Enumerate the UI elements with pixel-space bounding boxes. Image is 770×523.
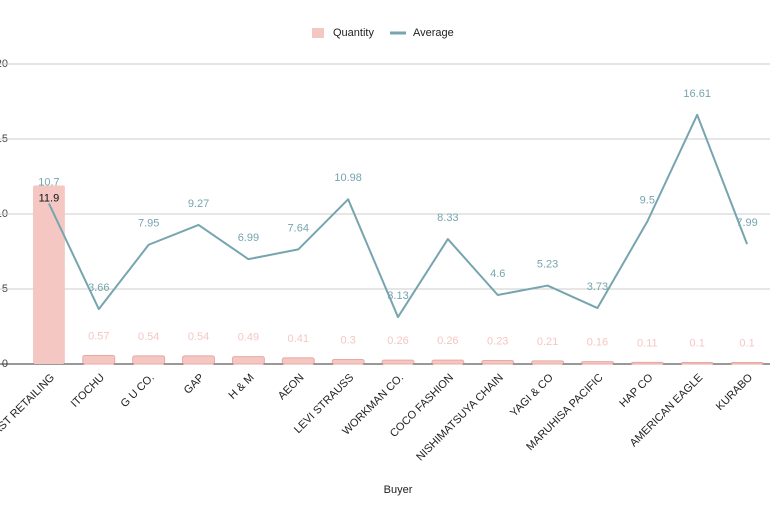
bar (381, 359, 415, 365)
bar (231, 356, 265, 365)
bar (431, 359, 465, 365)
data-label: 0.57 (88, 330, 109, 342)
data-label: 11.9 (39, 192, 60, 204)
x-tick-label: ITOCHU (69, 372, 107, 410)
bar (630, 361, 664, 365)
bar (531, 360, 565, 365)
data-label: 0.54 (188, 331, 209, 343)
line (48, 113, 749, 319)
data-label: 3.13 (387, 290, 408, 302)
data-label: 3.73 (587, 281, 608, 293)
data-label: 0.49 (238, 332, 259, 344)
data-label: 0.3 (340, 334, 355, 346)
data-label: 0.1 (739, 337, 754, 349)
legend-label: Average (413, 27, 454, 39)
legend-label: Quantity (333, 27, 374, 39)
x-tick-label: GAP (182, 372, 207, 397)
data-label: 0.26 (437, 335, 458, 347)
bar (82, 354, 116, 365)
x-tick-label: G U CO. (119, 372, 157, 410)
bar (680, 362, 714, 365)
x-tick-label: HAP CO (617, 371, 655, 409)
data-label: 0.23 (487, 335, 508, 347)
bar (331, 359, 365, 365)
x-tick-label: KURABO (714, 371, 756, 413)
data-label: 9.27 (188, 198, 209, 210)
data-label: 7.64 (288, 222, 309, 234)
data-label: 7.99 (736, 217, 757, 229)
data-label: 5.23 (537, 258, 558, 270)
data-label: 0.21 (537, 336, 558, 348)
data-label: 9.5 (640, 194, 655, 206)
x-tick-label: NISHIMATSUYA CHAIN (414, 372, 506, 464)
data-label: 6.99 (238, 232, 259, 244)
data-label: 10.98 (334, 172, 362, 184)
bar (481, 360, 515, 365)
data-label: 0.54 (138, 331, 159, 343)
x-tick-label: AEON (276, 372, 307, 403)
bar (281, 357, 315, 365)
data-label: 0.1 (690, 337, 705, 349)
x-tick-label: YAGI & CO (508, 371, 556, 419)
bar (132, 355, 166, 365)
x-tick-label: H & M (226, 372, 256, 402)
bar (730, 362, 764, 365)
data-label: 10.7 (38, 176, 59, 188)
bar (182, 355, 215, 365)
data-label: 0.16 (587, 337, 608, 349)
legend-swatch (312, 28, 324, 38)
data-label: 16.61 (683, 88, 711, 100)
data-label: 3.66 (88, 282, 109, 294)
x-axis-title: Buyer (384, 484, 413, 496)
data-label: 4.6 (490, 268, 505, 280)
data-label: 8.33 (437, 212, 458, 224)
data-label: 0.11 (637, 337, 658, 349)
bar (32, 185, 65, 364)
data-label: 7.95 (138, 218, 159, 230)
data-label: 0.26 (387, 335, 408, 347)
bar (581, 361, 614, 365)
x-tick-label: FAST RETAILING (0, 372, 57, 442)
data-label: 0.41 (288, 333, 309, 345)
